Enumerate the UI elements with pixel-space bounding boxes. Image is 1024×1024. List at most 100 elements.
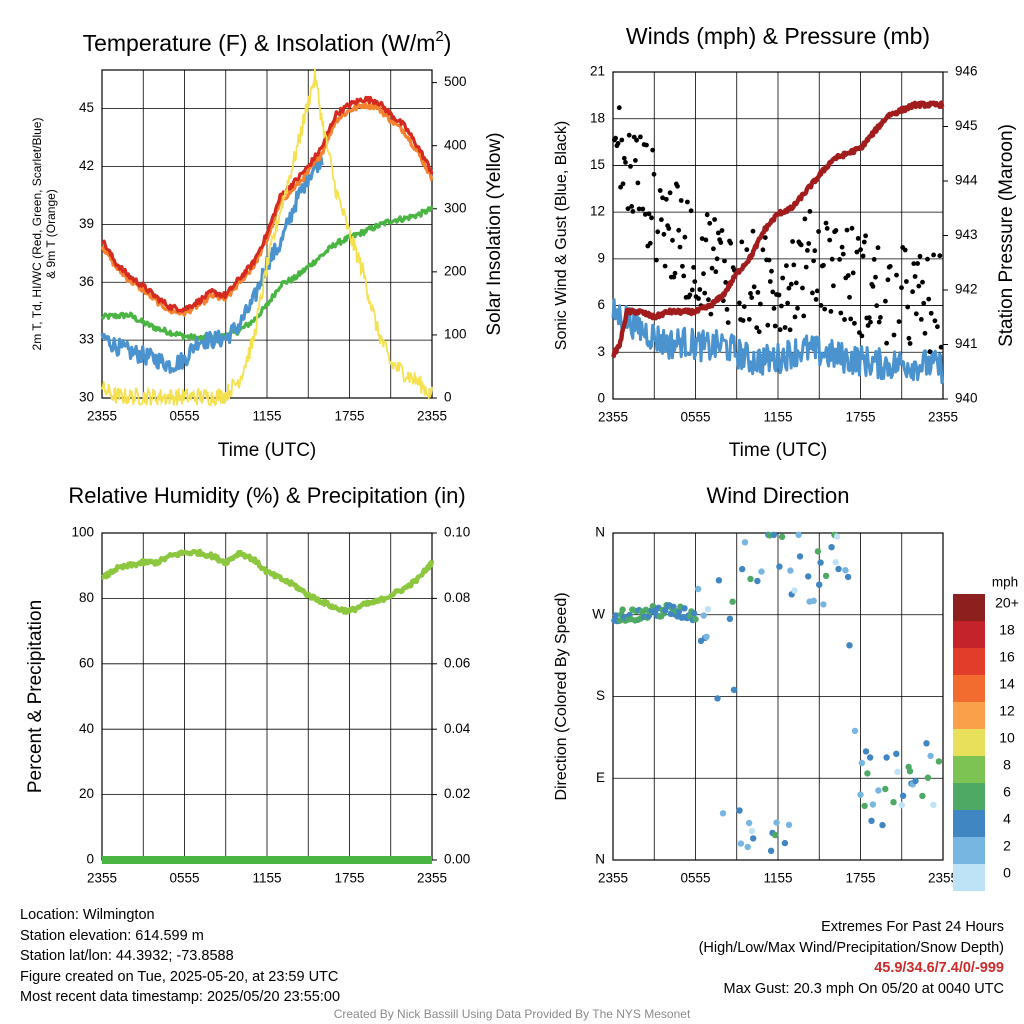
gust-point <box>630 209 636 214</box>
gust-point <box>810 290 815 296</box>
created-text: Figure created on Tue, 2025-05-20, at 23… <box>20 968 339 985</box>
y-tick-label: E <box>596 770 605 785</box>
direction-point <box>692 616 699 623</box>
direction-point <box>785 821 793 829</box>
gust-point <box>685 199 690 205</box>
gust-point <box>782 325 788 330</box>
y2-axis-label: Station Pressure (Maroon) <box>996 124 1017 347</box>
gust-point <box>801 313 807 319</box>
gust-point <box>659 217 664 223</box>
legend-label: 6 <box>1003 784 1011 800</box>
y2-tick-label: 945 <box>955 118 978 133</box>
x-tick-label: 1155 <box>252 409 281 424</box>
direction-point <box>899 792 907 799</box>
gust-point <box>838 310 844 316</box>
gust-point <box>703 237 709 243</box>
gust-point <box>655 229 661 235</box>
gust-point <box>885 277 891 283</box>
gust-point <box>671 274 677 280</box>
legend-title: mph <box>992 575 1018 590</box>
gust-point <box>875 245 881 251</box>
direction-point <box>893 750 900 757</box>
gust-point <box>654 257 659 263</box>
gust-point <box>795 305 800 311</box>
legend-swatch <box>953 621 985 648</box>
gust-point <box>902 247 908 253</box>
direction-point <box>744 843 751 851</box>
y-tick-label: 100 <box>71 525 94 540</box>
gust-point <box>786 285 792 291</box>
gust-point <box>651 171 657 177</box>
direction-point <box>828 544 835 551</box>
hi-wc-line <box>100 153 324 374</box>
direction-point <box>820 601 827 608</box>
gust-point <box>847 294 852 300</box>
y2-tick-label: 300 <box>444 200 467 215</box>
y-axis-label: 2m T, Td, HI/WC (Red, Green, Scarlet/Blu… <box>30 118 44 351</box>
gust-point <box>771 306 777 311</box>
gust-point <box>708 311 714 317</box>
gust-point <box>876 319 882 325</box>
x-tick-label: 1155 <box>763 871 792 886</box>
gust-point <box>770 289 776 295</box>
direction-point <box>927 752 934 760</box>
direction-point <box>619 606 626 613</box>
gust-point <box>715 230 721 236</box>
direction-point <box>844 573 852 581</box>
gust-point <box>884 340 889 346</box>
gust-point <box>938 344 944 350</box>
gust-point <box>868 319 873 325</box>
legend-label: 18 <box>999 622 1015 638</box>
gust-point <box>697 287 703 292</box>
legend-swatch <box>953 594 985 621</box>
gust-point <box>878 315 883 320</box>
y2-tick-label: 943 <box>955 227 978 242</box>
chart-title: Winds (mph) & Pressure (mb) <box>626 23 930 49</box>
gust-point <box>905 304 911 310</box>
extremes-info: Extremes For Past 24 Hours (High/Low/Max… <box>699 917 1004 999</box>
y2-tick-label: 0.02 <box>444 786 470 801</box>
y-tick-label: 6 <box>597 297 605 312</box>
gust-point <box>855 236 861 241</box>
x-tick-label: 2355 <box>598 871 628 886</box>
gust-point <box>776 292 782 298</box>
x-tick-label: 2355 <box>417 871 447 886</box>
gust-point <box>646 211 652 217</box>
y-tick-label: 42 <box>79 158 94 173</box>
gust-point <box>921 300 927 306</box>
gust-point <box>866 315 872 321</box>
gust-point <box>737 300 742 306</box>
direction-point <box>729 598 736 605</box>
gust-point <box>649 215 654 221</box>
gust-point <box>755 290 761 295</box>
direction-point <box>832 559 839 566</box>
gust-point <box>765 322 771 328</box>
gust-point <box>758 301 763 307</box>
direction-point <box>719 810 727 817</box>
legend-swatch <box>953 702 985 729</box>
direction-point <box>923 740 930 747</box>
y-tick-label: 21 <box>590 64 605 79</box>
legend-label: 16 <box>999 649 1015 665</box>
gust-point <box>937 253 943 259</box>
direction-point <box>935 758 943 765</box>
gust-point <box>824 226 830 231</box>
legend-swatch <box>953 783 985 810</box>
x-tick-label: 2355 <box>928 410 958 425</box>
latlon-text: Station lat/lon: 44.3932; -73.8588 <box>20 948 234 964</box>
gust-point <box>844 227 850 233</box>
gust-point <box>931 252 936 258</box>
direction-point <box>795 531 802 538</box>
gust-point <box>711 246 716 252</box>
direction-point <box>822 572 830 580</box>
gust-point <box>750 228 756 234</box>
legend-swatch <box>953 729 985 756</box>
gust-point <box>811 258 816 264</box>
max-gust-text: Max Gust: 20.3 mph On 05/20 at 0040 UTC <box>723 980 1004 997</box>
x-tick-label: 0555 <box>169 871 199 886</box>
gust-point <box>616 105 622 111</box>
gust-point <box>629 204 635 209</box>
gust-point <box>928 310 934 316</box>
direction-point <box>730 686 738 693</box>
legend-label: 8 <box>1003 757 1011 773</box>
